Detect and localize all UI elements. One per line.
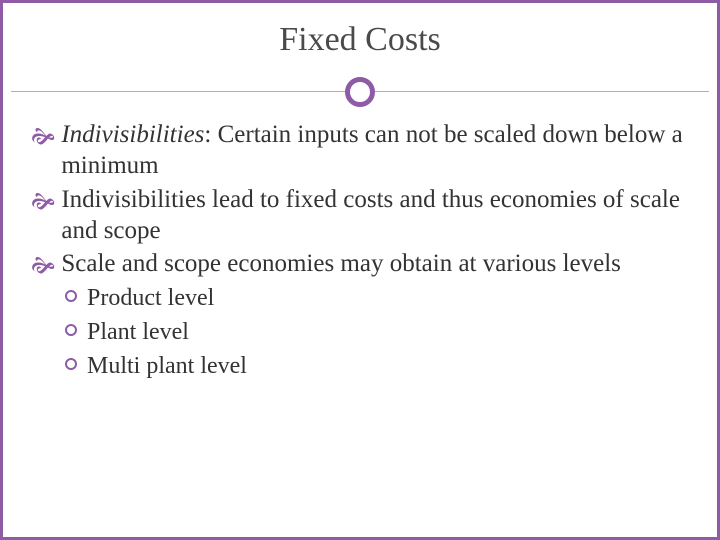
bullet-glyph-icon: 🙞 (31, 188, 55, 216)
sub-bullet-item: Multi plant level (65, 350, 689, 382)
title-area: Fixed Costs (3, 3, 717, 69)
bullet-lead-italic: Indivisibilities (61, 121, 204, 148)
bullet-glyph-icon: 🙞 (31, 123, 55, 151)
slide-frame: Fixed Costs 🙞 Indivisibilities: Certain … (0, 0, 720, 540)
sub-bullet-text: Multi plant level (87, 350, 689, 382)
bullet-item: 🙞 Indivisibilities: Certain inputs can n… (31, 119, 689, 182)
bullet-item: 🙞 Indivisibilities lead to fixed costs a… (31, 184, 689, 247)
hollow-circle-icon (65, 358, 77, 370)
bullet-text: Scale and scope economies may obtain at … (61, 248, 689, 279)
slide-title: Fixed Costs (3, 21, 717, 59)
sub-bullet-item: Product level (65, 282, 689, 314)
bullet-glyph-icon: 🙞 (31, 252, 55, 280)
hollow-circle-icon (65, 324, 77, 336)
sub-bullet-text: Product level (87, 282, 689, 314)
bullet-text: Indivisibilities: Certain inputs can not… (61, 119, 689, 182)
bullet-text: Indivisibilities lead to fixed costs and… (61, 184, 689, 247)
bullet-item: 🙞 Scale and scope economies may obtain a… (31, 248, 689, 280)
sub-bullet-item: Plant level (65, 316, 689, 348)
content-area: 🙞 Indivisibilities: Certain inputs can n… (3, 113, 717, 383)
title-divider (3, 73, 717, 113)
sub-bullet-text: Plant level (87, 316, 689, 348)
divider-circle-icon (345, 77, 375, 107)
hollow-circle-icon (65, 290, 77, 302)
